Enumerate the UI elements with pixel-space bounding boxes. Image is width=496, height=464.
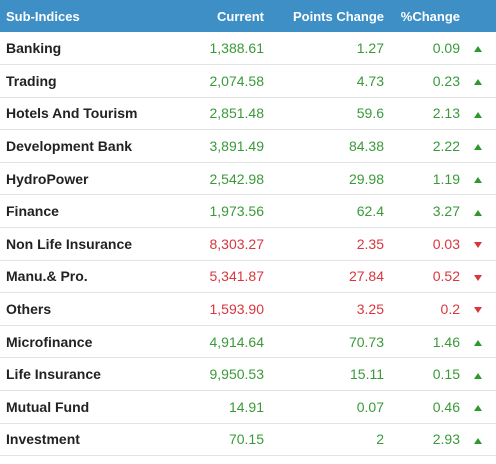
- current-value: 1,973.56: [209, 203, 265, 220]
- pct-change-value: 3.27: [432, 203, 460, 220]
- trend-cell: [460, 97, 496, 130]
- points-change-value: 3.25: [356, 301, 384, 318]
- current-value: 1,388.61: [209, 40, 265, 57]
- sub-index-name[interactable]: Banking: [6, 40, 62, 57]
- header-pct-change[interactable]: %Change: [400, 8, 460, 24]
- current-value: 3,891.49: [209, 138, 265, 155]
- pct-change-value: 0.09: [432, 40, 460, 57]
- points-change-value: 27.84: [348, 268, 384, 285]
- pct-change-value: 2.93: [432, 431, 460, 448]
- header-current[interactable]: Current: [217, 8, 264, 24]
- table-row[interactable]: Manu.& Pro. 5,341.87 27.84 0.52: [0, 260, 496, 293]
- triangle-up-icon: [474, 111, 482, 118]
- current-value: 14.91: [228, 398, 264, 415]
- points-change-value: 59.6: [356, 105, 384, 122]
- current-value: 2,851.48: [209, 105, 265, 122]
- current-value: 8,303.27: [209, 235, 265, 252]
- current-value: 5,341.87: [209, 268, 265, 285]
- table-row[interactable]: Finance 1,973.56 62.4 3.27: [0, 195, 496, 228]
- trend-cell: [460, 391, 496, 424]
- triangle-up-icon: [474, 372, 482, 379]
- table-row[interactable]: Non Life Insurance 8,303.27 2.35 0.03: [0, 228, 496, 261]
- trend-cell: [460, 228, 496, 261]
- pct-change-value: 0.52: [432, 268, 460, 285]
- points-change-value: 4.73: [356, 72, 384, 89]
- table-body: Banking 1,388.61 1.27 0.09 Trading 2,074.58 4.…: [0, 32, 496, 456]
- triangle-down-icon: [474, 274, 482, 281]
- triangle-down-icon: [474, 307, 482, 314]
- sub-index-name[interactable]: Hotels And Tourism: [6, 105, 138, 122]
- current-value: 1,593.90: [209, 301, 265, 318]
- table-row[interactable]: Trading 2,074.58 4.73 0.23: [0, 65, 496, 98]
- points-change-value: 29.98: [348, 170, 384, 187]
- triangle-up-icon: [474, 176, 482, 183]
- trend-cell: [460, 162, 496, 195]
- table-row[interactable]: Banking 1,388.61 1.27 0.09: [0, 32, 496, 65]
- current-value: 4,914.64: [209, 333, 265, 350]
- triangle-up-icon: [474, 144, 482, 151]
- triangle-up-icon: [474, 209, 482, 216]
- table-row[interactable]: Hotels And Tourism 2,851.48 59.6 2.13: [0, 97, 496, 130]
- header-points-change[interactable]: Points Change: [292, 8, 384, 24]
- triangle-up-icon: [474, 339, 482, 346]
- trend-cell: [460, 32, 496, 65]
- points-change-value: 1.27: [356, 40, 384, 57]
- points-change-value: 70.73: [348, 333, 384, 350]
- pct-change-value: 0.23: [432, 72, 460, 89]
- trend-cell: [460, 293, 496, 326]
- sub-index-name[interactable]: Life Insurance: [6, 366, 101, 383]
- points-change-value: 2.35: [356, 235, 384, 252]
- points-change-value: 15.11: [350, 366, 384, 383]
- triangle-up-icon: [474, 437, 482, 444]
- pct-change-value: 0.2: [440, 301, 460, 318]
- pct-change-value: 2.13: [432, 105, 460, 122]
- trend-cell: [460, 260, 496, 293]
- table-row[interactable]: Others 1,593.90 3.25 0.2: [0, 293, 496, 326]
- points-change-value: 0.07: [356, 398, 384, 415]
- sub-index-name[interactable]: HydroPower: [6, 170, 89, 187]
- sub-index-name[interactable]: Non Life Insurance: [6, 235, 133, 252]
- trend-cell: [460, 195, 496, 228]
- table-row[interactable]: HydroPower 2,542.98 29.98 1.19: [0, 162, 496, 195]
- current-value: 9,950.53: [209, 366, 265, 383]
- pct-change-value: 0.15: [432, 366, 460, 383]
- pct-change-value: 2.22: [432, 138, 460, 155]
- sub-index-name[interactable]: Trading: [6, 72, 57, 89]
- trend-cell: [460, 325, 496, 358]
- trend-cell: [460, 423, 496, 456]
- sub-index-name[interactable]: Manu.& Pro.: [6, 268, 88, 285]
- points-change-value: 62.4: [356, 203, 384, 220]
- sub-index-name[interactable]: Finance: [6, 203, 59, 220]
- sub-index-name[interactable]: Microfinance: [6, 333, 93, 350]
- current-value: 2,074.58: [209, 72, 265, 89]
- pct-change-value: 1.19: [432, 170, 460, 187]
- sub-index-name[interactable]: Others: [6, 301, 52, 318]
- table-row[interactable]: Microfinance 4,914.64 70.73 1.46: [0, 325, 496, 358]
- current-value: 2,542.98: [209, 170, 265, 187]
- sub-index-name[interactable]: Development Bank: [6, 138, 133, 155]
- current-value: 70.15: [228, 431, 264, 448]
- table-row[interactable]: Development Bank 3,891.49 84.38 2.22: [0, 130, 496, 163]
- pct-change-value: 0.03: [432, 235, 460, 252]
- triangle-up-icon: [474, 46, 482, 53]
- points-change-value: 2: [376, 431, 384, 448]
- table-row[interactable]: Life Insurance 9,950.53 15.11 0.15: [0, 358, 496, 391]
- sub-index-name[interactable]: Investment: [6, 431, 80, 448]
- trend-cell: [460, 65, 496, 98]
- table-row[interactable]: Investment 70.15 2 2.93: [0, 423, 496, 456]
- triangle-up-icon: [474, 79, 482, 86]
- pct-change-value: 0.46: [432, 398, 460, 415]
- trend-cell: [460, 130, 496, 163]
- sub-index-name[interactable]: Mutual Fund: [6, 398, 90, 415]
- header-arrow-spacer: [460, 0, 496, 32]
- points-change-value: 84.38: [348, 138, 384, 155]
- triangle-down-icon: [474, 242, 482, 249]
- table-header-row: Sub-Indices Current Points Change %Chang…: [0, 0, 496, 32]
- pct-change-value: 1.46: [432, 333, 460, 350]
- trend-cell: [460, 358, 496, 391]
- header-sub-indices[interactable]: Sub-Indices: [6, 8, 80, 24]
- triangle-up-icon: [474, 405, 482, 412]
- table-row[interactable]: Mutual Fund 14.91 0.07 0.46: [0, 391, 496, 424]
